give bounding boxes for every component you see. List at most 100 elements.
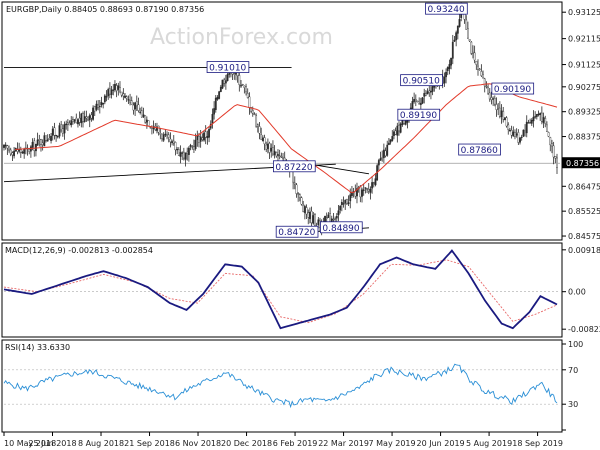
macd-line bbox=[3, 249, 558, 330]
candle-body bbox=[50, 135, 52, 141]
candle-body bbox=[468, 39, 471, 42]
candle-body bbox=[270, 147, 273, 152]
candle-body bbox=[426, 91, 429, 95]
candle-body bbox=[467, 28, 469, 39]
candle-body bbox=[411, 101, 414, 110]
candle-body bbox=[552, 145, 555, 158]
candle-body bbox=[78, 117, 81, 123]
candle-body bbox=[221, 79, 224, 89]
candle-body bbox=[414, 98, 417, 102]
candle-body bbox=[335, 216, 338, 219]
candle-body bbox=[169, 138, 172, 143]
candle-body bbox=[8, 148, 10, 151]
candle-body bbox=[103, 95, 106, 103]
candle-body bbox=[85, 116, 88, 119]
candle-body bbox=[41, 142, 44, 145]
candle-body bbox=[490, 97, 493, 100]
candle-body bbox=[120, 91, 123, 96]
price-tick-label: 0.90275 bbox=[568, 83, 600, 92]
candle-body bbox=[542, 117, 545, 123]
candle-body bbox=[509, 129, 511, 132]
candle-body bbox=[345, 198, 348, 204]
candle-body bbox=[80, 113, 83, 124]
candle-body bbox=[129, 100, 131, 103]
candle-body bbox=[112, 89, 115, 91]
candle-body bbox=[372, 182, 375, 184]
macd-layer: 0.009181 0.00 -0.008225 bbox=[3, 246, 600, 334]
x-tick-label: 22 Mar 2019 bbox=[318, 439, 369, 448]
candle-body bbox=[70, 120, 73, 126]
candle-body bbox=[179, 152, 182, 157]
candle-body bbox=[455, 32, 458, 41]
candle-body bbox=[498, 107, 501, 117]
candle-body bbox=[189, 145, 192, 147]
candle-body bbox=[75, 117, 78, 123]
candle-body bbox=[535, 114, 538, 117]
candle-body bbox=[139, 111, 142, 113]
candle-body bbox=[187, 147, 190, 155]
candle-body bbox=[33, 140, 36, 151]
price-tick-label: 0.92115 bbox=[568, 35, 600, 44]
candle-body bbox=[21, 152, 24, 154]
candle-body bbox=[159, 133, 162, 135]
candle-body bbox=[364, 187, 367, 189]
candle-body bbox=[145, 119, 148, 123]
candle-body bbox=[125, 96, 128, 99]
candle-body bbox=[458, 19, 461, 27]
candle-body bbox=[418, 103, 421, 105]
candle-body bbox=[198, 135, 200, 143]
candle-body bbox=[329, 213, 331, 223]
candle-body bbox=[19, 149, 22, 153]
candle-body bbox=[142, 114, 145, 117]
candle-body bbox=[83, 116, 86, 122]
candle-body bbox=[295, 184, 298, 194]
candle-body bbox=[517, 132, 520, 143]
candle-body bbox=[334, 218, 337, 220]
candle-body bbox=[102, 103, 105, 105]
candle-body bbox=[251, 110, 254, 114]
candle-body bbox=[388, 142, 390, 145]
candle-body bbox=[92, 107, 94, 120]
candle-body bbox=[46, 139, 49, 142]
candle-body bbox=[465, 19, 468, 30]
candle-body bbox=[114, 83, 116, 91]
candle-body bbox=[90, 114, 93, 119]
price-annotation-box bbox=[425, 2, 468, 15]
candle-body bbox=[510, 130, 513, 136]
candle-body bbox=[332, 218, 335, 221]
price-annotation-label: 0.84890 bbox=[322, 224, 359, 234]
candle-body bbox=[199, 136, 202, 142]
candle-body bbox=[431, 86, 434, 92]
candle-body bbox=[253, 113, 256, 115]
candle-body bbox=[216, 97, 219, 100]
candle-body bbox=[456, 25, 459, 34]
candle-body bbox=[527, 122, 530, 124]
rsi-tick-label: 30 bbox=[568, 400, 578, 409]
candle-body bbox=[282, 157, 284, 159]
candle-body bbox=[135, 101, 138, 107]
candle-body bbox=[305, 207, 308, 215]
candle-body bbox=[110, 89, 113, 95]
candle-body bbox=[68, 123, 71, 126]
price-annotation-label: 0.84720 bbox=[278, 228, 315, 238]
price-tick-label: 0.86475 bbox=[568, 182, 600, 191]
candle-body bbox=[356, 188, 358, 197]
x-tick-label: 6 Nov 2018 bbox=[175, 439, 221, 448]
candle-body bbox=[66, 122, 69, 125]
candle-body bbox=[144, 115, 147, 123]
candle-body bbox=[248, 96, 251, 108]
candle-body bbox=[537, 113, 540, 116]
candle-body bbox=[275, 152, 278, 157]
candle-body bbox=[446, 67, 449, 71]
candle-body bbox=[3, 144, 5, 148]
candle-body bbox=[172, 140, 175, 144]
candle-body bbox=[63, 124, 66, 134]
candle-body bbox=[339, 206, 342, 211]
candle-body bbox=[448, 64, 451, 69]
candle-body bbox=[340, 202, 343, 205]
candle-body bbox=[443, 76, 446, 84]
candle-body bbox=[273, 150, 276, 155]
candle-body bbox=[6, 145, 9, 149]
price-panel bbox=[1, 1, 563, 241]
